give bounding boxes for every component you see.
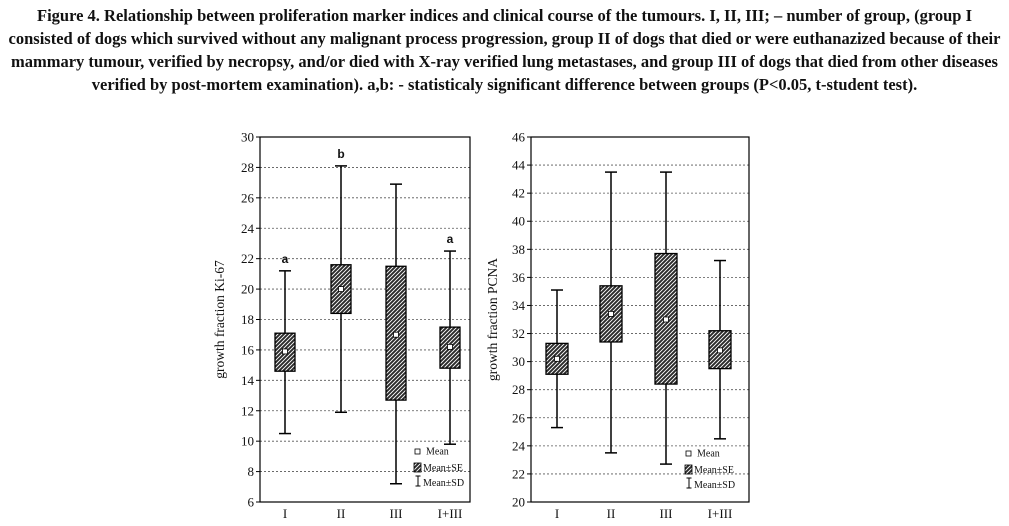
pcna-y-tick-label: 20: [512, 495, 525, 510]
pcna-ii-category-label: II: [607, 506, 616, 521]
pcna-y-tick-label: 26: [512, 410, 526, 425]
pcna-iii-category-label: III: [660, 506, 673, 521]
ki67-y-tick-label: 22: [241, 251, 254, 266]
ki67-i-category-label: I: [283, 506, 287, 521]
pcna-legend-mean-label: Mean: [697, 449, 720, 460]
ki67-y-tick-label: 20: [241, 282, 254, 297]
ki67-y-tick-label: 30: [241, 130, 254, 145]
ki67-ii-significance-label: b: [337, 147, 344, 161]
pcna-legend-sd-label: Mean±SD: [694, 480, 735, 491]
ki67-legend-se-label: Mean±SE: [423, 463, 463, 474]
pcna-legend-se-label: Mean±SE: [694, 465, 734, 476]
pcna-iplusiii-category-label: I+III: [708, 506, 733, 521]
ki67-y-tick-label: 10: [241, 434, 254, 449]
ki67-iii-mean-marker: [393, 331, 399, 338]
pcna-y-tick-label: 36: [512, 270, 526, 285]
ki67-legend-se-swatch: [413, 462, 422, 473]
ki67-y-tick-label: 18: [241, 312, 254, 327]
ki67-legend-mean-label: Mean: [426, 447, 449, 458]
pcna-y-tick-label: 22: [512, 466, 525, 481]
pcna-y-tick-label: 32: [512, 326, 525, 341]
ki67-y-axis-label: growth fraction Ki-67: [212, 260, 227, 379]
ki67-iplusiii-significance-label: a: [447, 232, 454, 246]
pcna-iplusiii-mean-marker: [717, 347, 723, 354]
ki67-y-tick-label: 28: [241, 160, 254, 175]
ki67-y-tick-label: 14: [241, 373, 255, 388]
pcna-y-tick-label: 44: [512, 158, 526, 173]
pcna-legend-mean-marker: [685, 450, 692, 457]
pcna-ii-mean-marker: [608, 310, 614, 317]
ki67-iii-category-label: III: [390, 506, 403, 521]
ki67-iplusiii-category-label: I+III: [438, 506, 463, 521]
ki67-y-tick-label: 16: [241, 342, 255, 357]
pcna-y-axis-label: growth fraction PCNA: [485, 258, 500, 381]
pcna-y-tick-label: 24: [512, 438, 526, 453]
ki67-iplusiii-mean-marker: [447, 343, 453, 350]
ki67-y-tick-label: 24: [241, 221, 255, 236]
ki67-i-mean-marker: [282, 348, 288, 355]
pcna-y-tick-label: 38: [512, 242, 525, 257]
ki67-ii-mean-marker: [338, 286, 344, 292]
pcna-y-tick-label: 40: [512, 214, 525, 229]
ki67-i-significance-label: a: [282, 252, 289, 266]
figure-caption: Figure 4. Relationship between prolifera…: [8, 6, 1001, 94]
pcna-y-tick-label: 30: [512, 354, 525, 369]
pcna-y-tick-label: 46: [512, 130, 526, 145]
ki67-y-tick-label: 6: [248, 495, 255, 510]
ki67-plot-frame: [259, 136, 471, 503]
ki67-y-tick-label: 12: [241, 403, 254, 418]
pcna-i-category-label: I: [555, 506, 559, 521]
ki67-legend-mean-marker: [414, 448, 421, 455]
ki67-y-tick-label: 8: [248, 464, 255, 479]
pcna-y-tick-label: 28: [512, 382, 525, 397]
pcna-iii-mean-marker: [663, 316, 669, 323]
pcna-plot-frame: [530, 136, 750, 503]
pcna-y-tick-label: 34: [512, 298, 526, 313]
ki67-ii-category-label: II: [337, 506, 346, 521]
pcna-legend-se-swatch: [684, 464, 693, 475]
pcna-i-mean-marker: [554, 355, 560, 362]
ki67-y-tick-label: 26: [241, 190, 255, 205]
pcna-y-tick-label: 42: [512, 186, 525, 201]
ki67-legend-sd-label: Mean±SD: [423, 478, 464, 489]
